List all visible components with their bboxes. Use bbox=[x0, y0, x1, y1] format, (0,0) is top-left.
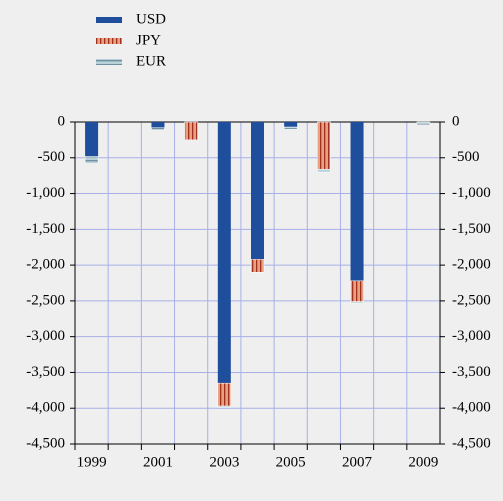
bar-segment bbox=[217, 382, 232, 407]
bar-segment bbox=[350, 122, 364, 281]
y2-tick-label: -4,000 bbox=[452, 400, 491, 416]
y-tick-label: -4,000 bbox=[26, 400, 65, 416]
bar-segment bbox=[151, 127, 165, 131]
bar-segment bbox=[350, 280, 364, 302]
bar-segment bbox=[283, 126, 298, 130]
y-tick-label: -1,500 bbox=[26, 221, 65, 237]
y2-tick-label: -2,000 bbox=[452, 257, 491, 273]
legend-swatch bbox=[96, 17, 122, 23]
x-tick-label: 1999 bbox=[77, 454, 107, 470]
bar-segment bbox=[217, 405, 232, 408]
y-tick-label: -2,500 bbox=[26, 292, 65, 308]
y2-tick-label: -3,500 bbox=[452, 364, 491, 380]
bar-segment bbox=[84, 156, 99, 164]
y2-tick-label: -3,000 bbox=[452, 328, 491, 344]
y2-tick-label: -2,500 bbox=[452, 292, 491, 308]
y2-tick-label: 0 bbox=[452, 113, 460, 129]
legend-swatch bbox=[96, 59, 122, 65]
y2-tick-label: -1,000 bbox=[452, 185, 491, 201]
x-tick-label: 2003 bbox=[209, 454, 239, 470]
y-tick-label: 0 bbox=[58, 113, 66, 129]
y-tick-label: -500 bbox=[38, 149, 66, 165]
bar-segment bbox=[317, 121, 331, 170]
y-tick-label: -1,000 bbox=[26, 185, 65, 201]
x-tick-label: 2009 bbox=[408, 454, 438, 470]
bar-segment bbox=[284, 122, 298, 128]
x-tick-label: 2001 bbox=[143, 454, 173, 470]
y2-tick-label: -500 bbox=[452, 149, 480, 165]
y-tick-label: -3,500 bbox=[26, 364, 65, 380]
y-tick-label: -4,500 bbox=[26, 435, 65, 451]
bar-segment bbox=[217, 122, 231, 384]
bar-segment bbox=[251, 122, 264, 260]
bar-segment bbox=[250, 259, 265, 273]
y2-tick-label: -1,500 bbox=[452, 221, 491, 237]
bar-segment bbox=[350, 301, 364, 304]
bar-segment bbox=[416, 121, 431, 126]
legend-label: USD bbox=[136, 11, 166, 27]
bar-segment bbox=[317, 168, 331, 173]
y-tick-label: -2,000 bbox=[26, 257, 65, 273]
bar-segment bbox=[184, 121, 198, 141]
legend-label: EUR bbox=[136, 53, 166, 69]
x-tick-label: 2007 bbox=[342, 454, 373, 470]
legend-label: JPY bbox=[136, 32, 161, 48]
y-tick-label: -3,000 bbox=[26, 328, 65, 344]
x-tick-label: 2005 bbox=[276, 454, 306, 470]
legend-swatch bbox=[96, 38, 122, 44]
bar-segment bbox=[151, 122, 165, 128]
bar-segment bbox=[85, 122, 99, 157]
y2-tick-label: -4,500 bbox=[452, 435, 491, 451]
